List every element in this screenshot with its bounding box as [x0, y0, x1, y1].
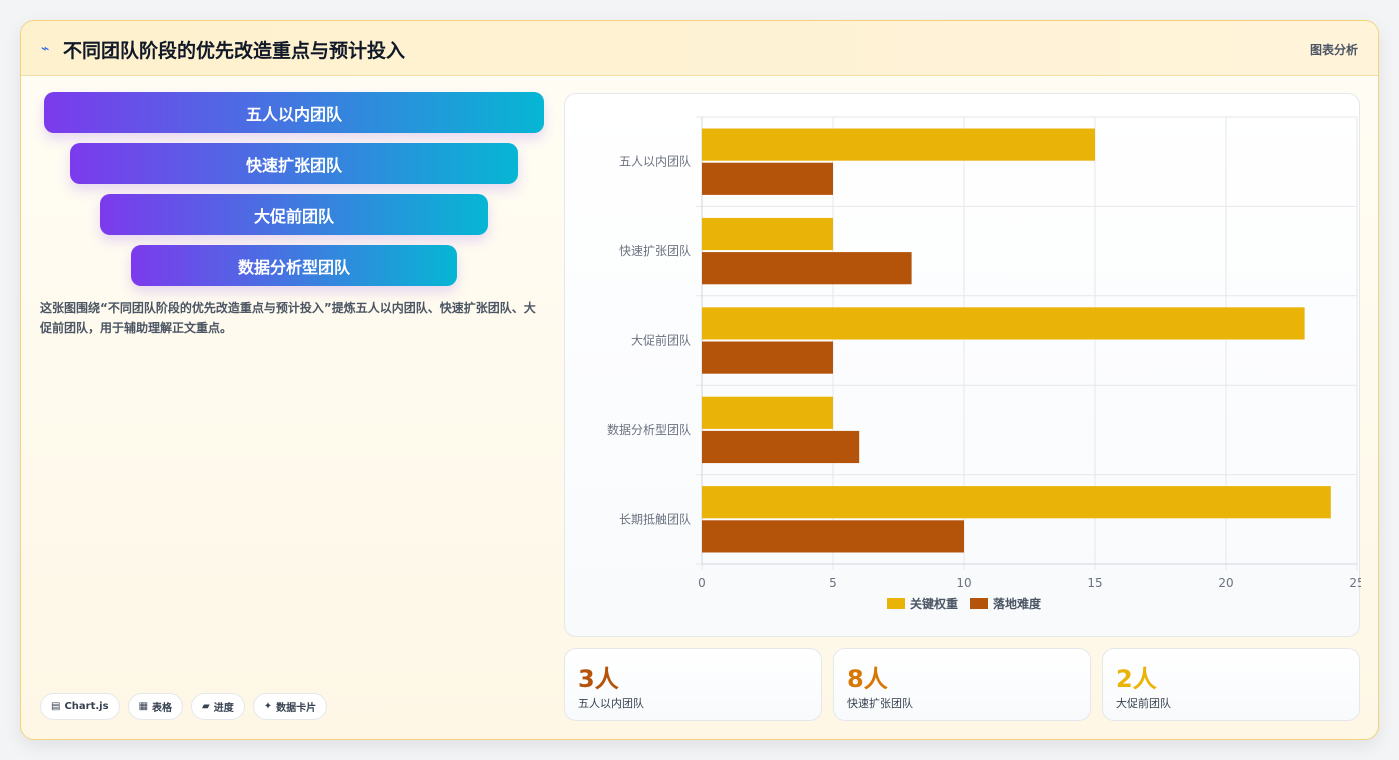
- stat-value: 8人: [847, 665, 888, 693]
- bar-weight: [702, 307, 1305, 340]
- bar-weight: [702, 128, 1095, 161]
- tech-chips: ▤ Chart.js ▦ 表格 ▰ 进度 ✦ 数据卡片: [40, 693, 328, 720]
- y-category-label: 长期抵触团队: [619, 511, 691, 526]
- legend-label: 落地难度: [993, 596, 1042, 611]
- funnel-stage-4: 数据分析型团队: [131, 245, 457, 286]
- stat-label: 大促前团队: [1116, 697, 1171, 710]
- chip-label: 数据卡片: [276, 703, 317, 714]
- main-card: ⌁ 不同团队阶段的优先改造重点与预计投入 图表分析 五人以内团队 快速扩张团队 …: [20, 20, 1379, 740]
- chart-panel: 0 5 10 15 20 25 五人以内团队快速扩张团队大促前团队数据分析型团队长期抵触团队…: [564, 93, 1361, 637]
- chip-label: 表格: [152, 703, 173, 714]
- card-header: ⌁ 不同团队阶段的优先改造重点与预计投入 图表分析: [21, 21, 1378, 76]
- lightning-icon: ⌁: [41, 41, 50, 57]
- x-tick-label: 5: [829, 576, 837, 590]
- bar-difficulty: [702, 252, 912, 285]
- x-tick-label: 0: [698, 576, 706, 590]
- y-category-label: 数据分析型团队: [607, 422, 691, 437]
- stat-card-3: 2人 大促前团队: [1102, 648, 1360, 721]
- x-tick-label: 10: [956, 576, 971, 590]
- bar-weight: [702, 396, 833, 429]
- chip-progress[interactable]: ▰ 进度: [191, 693, 245, 720]
- bar-difficulty: [702, 162, 833, 195]
- table-icon: ▦: [138, 701, 149, 712]
- chart-description: 这张图围绕“不同团队阶段的优先改造重点与预计投入”提炼五人以内团队、快速扩张团队…: [40, 301, 536, 335]
- funnel-stage-3: 大促前团队: [100, 194, 488, 235]
- chip-chartjs[interactable]: ▤ Chart.js: [40, 693, 120, 720]
- y-category-label: 五人以内团队: [619, 154, 691, 169]
- chip-table[interactable]: ▦ 表格: [127, 693, 184, 720]
- page-title: 不同团队阶段的优先改造重点与预计投入: [63, 40, 406, 62]
- chip-label: Chart.js: [64, 701, 109, 712]
- legend-swatch: [970, 598, 988, 609]
- bar-weight: [702, 486, 1331, 519]
- chart-icon: ▤: [51, 701, 61, 712]
- bar-difficulty: [702, 430, 860, 464]
- funnel-stage-1: 五人以内团队: [44, 92, 544, 133]
- bar-difficulty: [702, 520, 964, 553]
- stat-card-1: 3人 五人以内团队: [564, 648, 822, 721]
- x-tick-label: 25: [1349, 576, 1361, 590]
- stat-value: 3人: [578, 665, 619, 693]
- stat-label: 快速扩张团队: [847, 697, 913, 710]
- bar-weight: [702, 217, 833, 251]
- sparkle-icon: ✦: [263, 701, 273, 712]
- funnel-stage-2: 快速扩张团队: [70, 143, 518, 184]
- x-tick-label: 20: [1218, 576, 1233, 590]
- y-category-label: 快速扩张团队: [619, 243, 691, 258]
- stat-value: 2人: [1116, 665, 1157, 693]
- chip-data-card[interactable]: ✦ 数据卡片: [252, 693, 328, 720]
- bar-difficulty: [702, 341, 833, 374]
- stat-label: 五人以内团队: [578, 697, 644, 710]
- legend-swatch: [887, 598, 905, 609]
- x-tick-label: 15: [1087, 576, 1102, 590]
- chip-label: 进度: [213, 703, 234, 714]
- bar-chart: 0 5 10 15 20 25 五人以内团队快速扩张团队大促前团队数据分析型团队长期抵触团队…: [607, 116, 1361, 611]
- chart-analysis-tag: 图表分析: [1309, 43, 1358, 57]
- y-category-label: 大促前团队: [631, 333, 691, 348]
- stat-card-2: 8人 快速扩张团队: [833, 648, 1091, 721]
- legend-label: 关键权重: [910, 596, 958, 611]
- progress-icon: ▰: [202, 701, 210, 712]
